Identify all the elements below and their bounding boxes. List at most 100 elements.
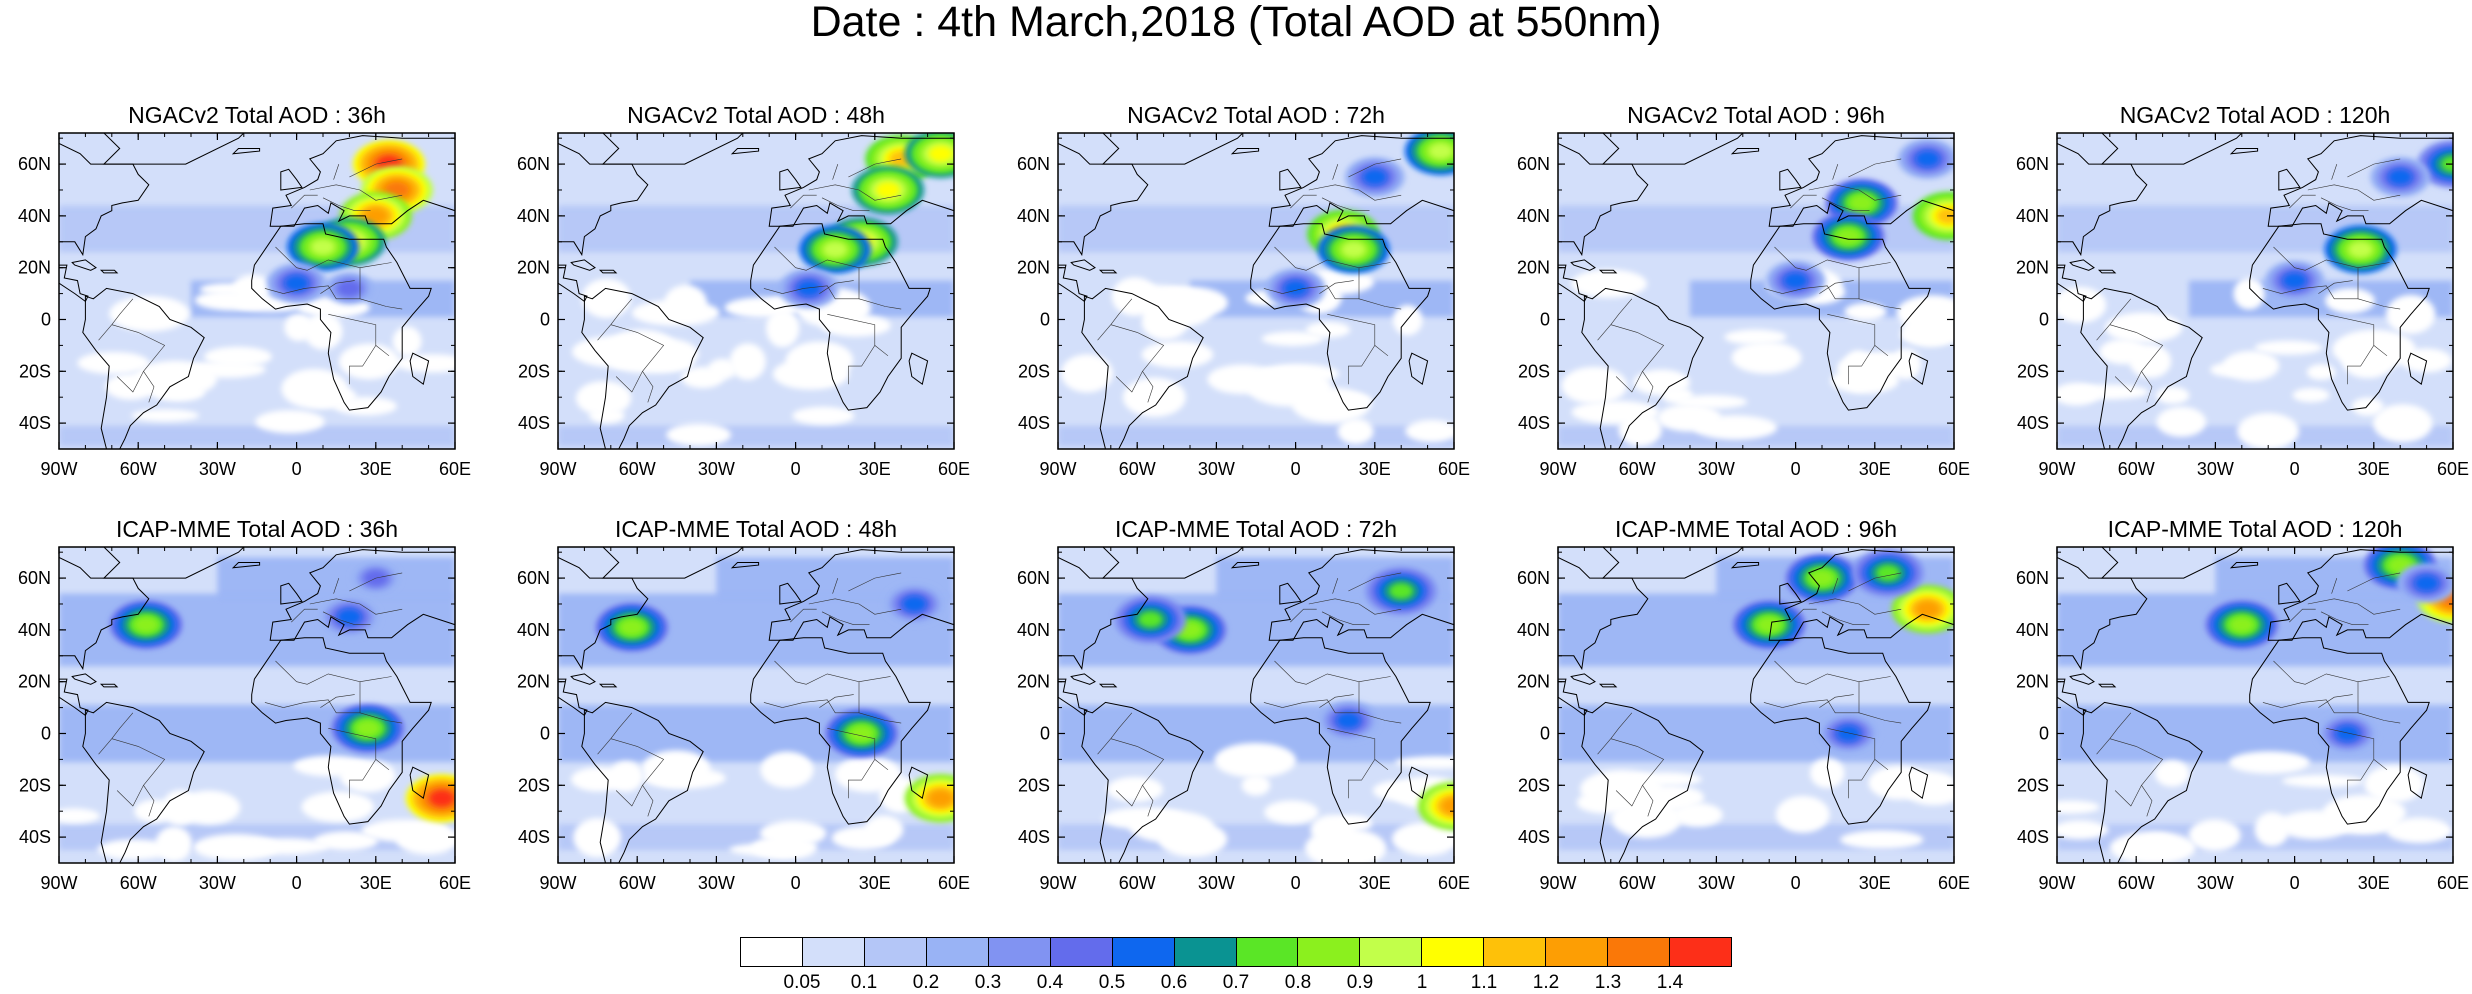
coastline (558, 264, 588, 303)
country-border (111, 712, 134, 739)
aod-plume (1283, 280, 1308, 297)
coastline (1058, 556, 1149, 671)
lat-tick-label: 20S (518, 775, 550, 795)
country-border (1597, 324, 1612, 341)
lat-tick-label: 0 (41, 309, 51, 329)
coastline (2080, 701, 2203, 863)
lat-tick-label: 40N (2016, 620, 2049, 640)
lat-tick-label: 40S (2017, 827, 2049, 847)
country-border (832, 578, 839, 594)
coastline (2229, 148, 2259, 155)
country-border (111, 298, 134, 325)
panel-title: NGACv2 Total AOD : 48h (627, 102, 885, 128)
lat-tick-label: 20S (2017, 775, 2049, 795)
coastline (730, 562, 760, 569)
coastline (409, 766, 430, 800)
aod-clean-patch (151, 383, 205, 402)
country-border (1348, 572, 1402, 592)
lon-tick-label: 90W (539, 873, 576, 893)
country-border (2273, 660, 2359, 714)
country-border (1642, 785, 1654, 817)
aod-clean-patch (109, 295, 190, 332)
country-border (2318, 694, 2353, 708)
country-border (827, 728, 876, 799)
country-border (322, 197, 371, 211)
map-frame (1557, 132, 1955, 450)
coastline (1081, 701, 1204, 863)
country-border (1097, 324, 1112, 341)
aod-plume (1915, 601, 1940, 618)
country-border (1774, 660, 1860, 714)
aod-clean-patch (1395, 756, 1454, 769)
map-frame (58, 546, 456, 864)
aod-band (558, 425, 954, 447)
country-border (2109, 324, 2164, 393)
country-border (848, 158, 902, 178)
country-border (320, 694, 355, 708)
map-frame (1057, 546, 1455, 864)
country-border (2347, 158, 2401, 178)
aod-clean-patch (724, 297, 801, 319)
panel-title: ICAP-MME Total AOD : 48h (615, 516, 897, 542)
coastline (1408, 766, 1429, 800)
lon-tick-label: 60W (120, 873, 157, 893)
panel-title: ICAP-MME Total AOD : 96h (1615, 516, 1897, 542)
lat-tick-label: 0 (1040, 309, 1050, 329)
country-border (328, 314, 377, 385)
colorbar-box (1298, 938, 1361, 966)
country-border (2357, 676, 2390, 682)
country-border (275, 246, 361, 300)
lat-tick-label: 20N (1517, 258, 1550, 278)
country-border (2326, 314, 2375, 385)
country-border (111, 324, 166, 393)
map-frame (1057, 132, 1455, 450)
country-border (774, 246, 860, 300)
aod-clean-patch (2228, 751, 2310, 774)
lat-tick-label: 20N (18, 258, 51, 278)
aod-clean-patch (313, 831, 378, 851)
map-panel: NGACv2 Total AOD : 48h 60N 40N 20N 0 20S 40S 90… (517, 102, 970, 479)
lon-tick-label: 90W (40, 459, 77, 479)
aod-clean-patch (2364, 765, 2424, 803)
country-border (1610, 738, 1665, 807)
coastline (2057, 264, 2087, 303)
coastline (2057, 678, 2087, 717)
map-frame (2056, 132, 2454, 450)
aod-plume (2335, 725, 2360, 742)
lat-tick-label: 60N (2016, 568, 2049, 588)
panel-title: ICAP-MME Total AOD : 36h (116, 516, 398, 542)
country-border (1597, 738, 1612, 755)
aod-plume (1849, 194, 1874, 211)
country-border (333, 164, 340, 180)
lon-tick-label: 90W (1539, 459, 1576, 479)
country-border (1274, 246, 1360, 300)
country-border (1790, 194, 1817, 209)
country-border (597, 324, 612, 341)
coastline (570, 259, 596, 271)
country-border (2109, 298, 2132, 325)
country-border (359, 298, 403, 310)
country-border (821, 611, 870, 625)
aod-clean-patch (131, 409, 200, 422)
aod-clean-patch (2156, 406, 2207, 437)
colorbar-label: 1.2 (1532, 972, 1560, 993)
map-frame (2056, 546, 2454, 864)
aod-plume (928, 145, 953, 162)
aod-plume (902, 595, 927, 612)
coastline (1768, 135, 1954, 227)
aod-clean-patch (2057, 286, 2107, 324)
lat-tick-label: 40S (1518, 413, 1550, 433)
country-border (264, 288, 284, 294)
colorbar-label: 1.4 (1656, 972, 1684, 993)
country-border (1142, 371, 1154, 403)
aod-clean-patch (589, 407, 625, 424)
lon-tick-label: 60E (1938, 459, 1970, 479)
aod-clean-patch (1844, 303, 1887, 321)
lon-tick-label: 90W (2038, 873, 2075, 893)
colorbar-box (1236, 938, 1299, 966)
coastline (779, 582, 802, 605)
country-border (597, 738, 612, 755)
aod-clean-patch (304, 313, 343, 350)
country-border (2373, 345, 2388, 357)
country-border (1790, 608, 1817, 623)
